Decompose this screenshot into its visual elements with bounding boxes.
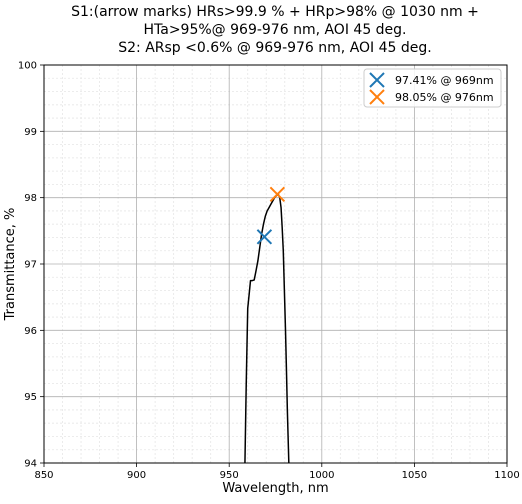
y-axis-label: Transmittance, %: [3, 208, 18, 322]
x-tick-label: 1050: [402, 470, 427, 481]
legend-label-2: 98.05% @ 976nm: [395, 91, 494, 104]
x-tick-label: 1100: [494, 470, 519, 481]
y-tick-label: 96: [24, 326, 37, 337]
legend-marker-1: [369, 72, 385, 88]
y-tick-label: 98: [24, 193, 37, 204]
marker-point-2: [269, 186, 286, 203]
legend-marker-2: [369, 89, 385, 105]
marker-layer: [256, 186, 286, 245]
chart-title: S1:(arrow marks) HRs>99.9 % + HRp>98% @ …: [71, 4, 479, 56]
transmittance-line: [244, 193, 290, 464]
legend: 97.41% @ 969nm 98.05% @ 976nm: [363, 68, 502, 108]
series-layer: [244, 193, 290, 464]
y-tick-label: 94: [24, 459, 37, 470]
x-tick-label: 900: [127, 470, 146, 481]
y-tick-label: 100: [18, 61, 37, 72]
x-axis-label: Wavelength, nm: [222, 481, 328, 496]
legend-label-1: 97.41% @ 969nm: [395, 74, 494, 87]
x-tick-label: 1000: [309, 470, 334, 481]
title-line-3: S2: ARsp <0.6% @ 969-976 nm, AOI 45 deg.: [118, 40, 431, 56]
title-line-2: HTa>95%@ 969-976 nm, AOI 45 deg.: [143, 22, 406, 38]
title-line-1: S1:(arrow marks) HRs>99.9 % + HRp>98% @ …: [71, 4, 479, 20]
marker-point-1: [256, 229, 273, 245]
x-tick-label: 850: [34, 470, 53, 481]
y-tick-label: 95: [24, 392, 37, 403]
legend-box: [363, 68, 502, 108]
x-tick-label: 950: [220, 470, 239, 481]
y-tick-label: 99: [24, 127, 37, 138]
tick-layer: 850 900 950 1000 1050 1100 94 95 96 97 98 99 100: [18, 61, 520, 482]
y-tick-label: 97: [24, 260, 37, 271]
